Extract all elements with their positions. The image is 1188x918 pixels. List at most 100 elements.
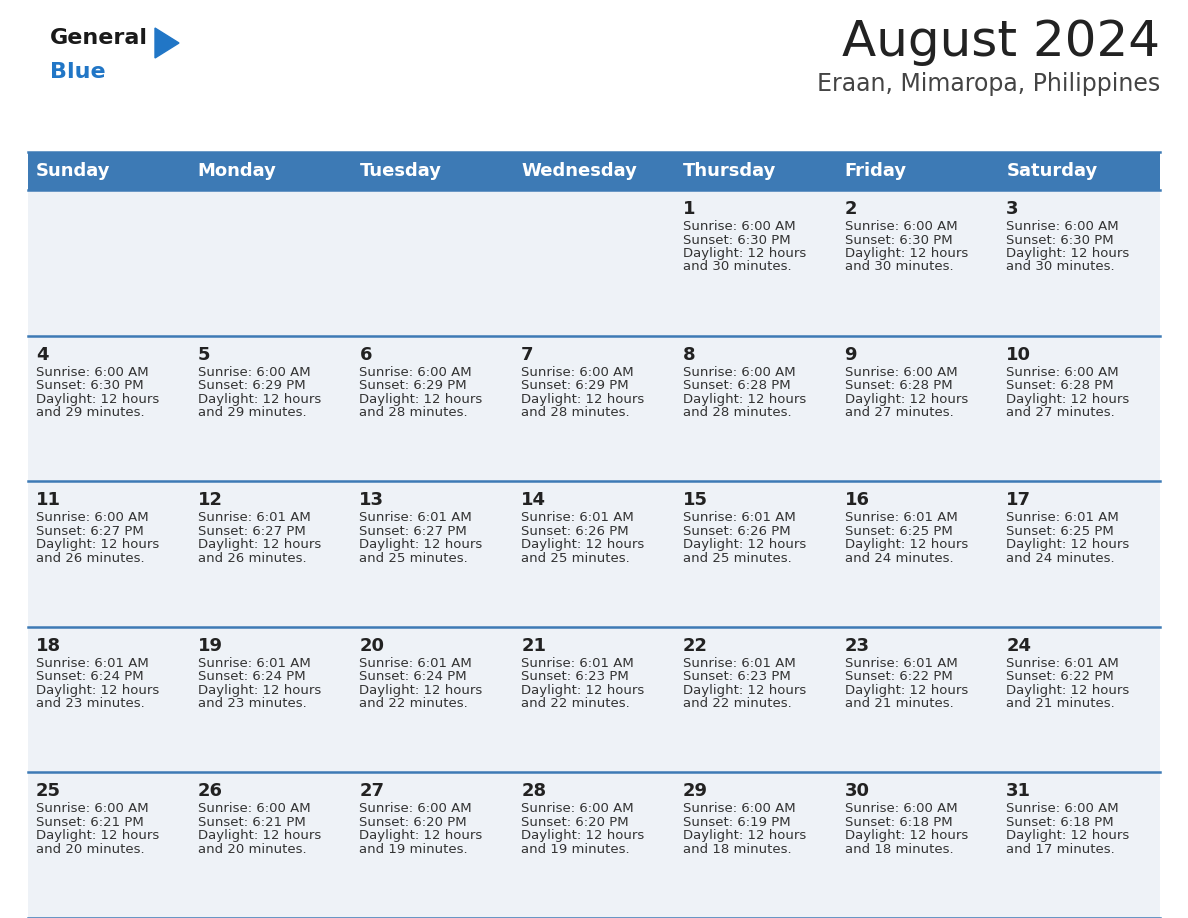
Text: and 24 minutes.: and 24 minutes.	[1006, 552, 1114, 565]
Text: Daylight: 12 hours: Daylight: 12 hours	[360, 393, 482, 406]
Text: Saturday: Saturday	[1006, 162, 1098, 180]
Text: Sunrise: 6:00 AM: Sunrise: 6:00 AM	[360, 365, 472, 378]
Text: Daylight: 12 hours: Daylight: 12 hours	[360, 829, 482, 843]
Text: Daylight: 12 hours: Daylight: 12 hours	[1006, 393, 1130, 406]
Text: Sunset: 6:24 PM: Sunset: 6:24 PM	[360, 670, 467, 683]
Bar	[675, 190, 836, 336]
Text: and 21 minutes.: and 21 minutes.	[1006, 698, 1116, 711]
Bar	[513, 152, 675, 190]
Text: Sunrise: 6:00 AM: Sunrise: 6:00 AM	[522, 802, 633, 815]
Text: 21: 21	[522, 637, 546, 655]
Bar	[998, 627, 1159, 772]
Text: Daylight: 12 hours: Daylight: 12 hours	[197, 538, 321, 551]
Text: 11: 11	[36, 491, 61, 509]
Bar	[675, 336, 836, 481]
Text: Sunrise: 6:00 AM: Sunrise: 6:00 AM	[1006, 802, 1119, 815]
Bar	[352, 481, 513, 627]
Text: Daylight: 12 hours: Daylight: 12 hours	[36, 538, 159, 551]
Text: Sunset: 6:21 PM: Sunset: 6:21 PM	[197, 816, 305, 829]
Bar	[190, 152, 352, 190]
Text: Sunset: 6:30 PM: Sunset: 6:30 PM	[683, 233, 790, 247]
Text: and 22 minutes.: and 22 minutes.	[360, 698, 468, 711]
Text: and 23 minutes.: and 23 minutes.	[197, 698, 307, 711]
Text: and 18 minutes.: and 18 minutes.	[845, 843, 953, 856]
Bar	[675, 152, 836, 190]
Text: Daylight: 12 hours: Daylight: 12 hours	[845, 684, 968, 697]
Text: Sunrise: 6:01 AM: Sunrise: 6:01 AM	[1006, 656, 1119, 670]
Text: 28: 28	[522, 782, 546, 800]
Text: Daylight: 12 hours: Daylight: 12 hours	[522, 829, 644, 843]
Text: Sunrise: 6:00 AM: Sunrise: 6:00 AM	[1006, 220, 1119, 233]
Text: Sunset: 6:29 PM: Sunset: 6:29 PM	[522, 379, 628, 392]
Text: 27: 27	[360, 782, 385, 800]
Text: Sunset: 6:20 PM: Sunset: 6:20 PM	[360, 816, 467, 829]
Text: Daylight: 12 hours: Daylight: 12 hours	[845, 538, 968, 551]
Text: Daylight: 12 hours: Daylight: 12 hours	[683, 247, 807, 260]
Text: Daylight: 12 hours: Daylight: 12 hours	[197, 684, 321, 697]
Text: 29: 29	[683, 782, 708, 800]
Bar	[190, 481, 352, 627]
Text: Sunrise: 6:00 AM: Sunrise: 6:00 AM	[683, 802, 796, 815]
Text: 17: 17	[1006, 491, 1031, 509]
Text: Daylight: 12 hours: Daylight: 12 hours	[683, 538, 807, 551]
Text: Sunrise: 6:00 AM: Sunrise: 6:00 AM	[522, 365, 633, 378]
Text: Sunrise: 6:00 AM: Sunrise: 6:00 AM	[197, 802, 310, 815]
Text: Sunrise: 6:01 AM: Sunrise: 6:01 AM	[197, 511, 310, 524]
Bar	[352, 190, 513, 336]
Text: 14: 14	[522, 491, 546, 509]
Bar	[29, 190, 190, 336]
Text: Sunset: 6:26 PM: Sunset: 6:26 PM	[522, 525, 628, 538]
Text: Sunrise: 6:00 AM: Sunrise: 6:00 AM	[845, 365, 958, 378]
Text: and 30 minutes.: and 30 minutes.	[845, 261, 953, 274]
Text: Sunrise: 6:01 AM: Sunrise: 6:01 AM	[1006, 511, 1119, 524]
Text: and 26 minutes.: and 26 minutes.	[197, 552, 307, 565]
Text: 23: 23	[845, 637, 870, 655]
Text: Sunset: 6:30 PM: Sunset: 6:30 PM	[36, 379, 144, 392]
Polygon shape	[154, 28, 179, 58]
Text: and 21 minutes.: and 21 minutes.	[845, 698, 953, 711]
Text: Daylight: 12 hours: Daylight: 12 hours	[1006, 829, 1130, 843]
Text: Sunset: 6:27 PM: Sunset: 6:27 PM	[197, 525, 305, 538]
Text: 9: 9	[845, 345, 857, 364]
Text: Sunrise: 6:01 AM: Sunrise: 6:01 AM	[360, 511, 472, 524]
Bar	[190, 336, 352, 481]
Bar	[352, 627, 513, 772]
Text: Daylight: 12 hours: Daylight: 12 hours	[1006, 684, 1130, 697]
Text: and 22 minutes.: and 22 minutes.	[522, 698, 630, 711]
Text: and 28 minutes.: and 28 minutes.	[683, 406, 791, 420]
Text: Sunset: 6:22 PM: Sunset: 6:22 PM	[1006, 670, 1114, 683]
Bar	[29, 152, 190, 190]
Bar	[513, 627, 675, 772]
Text: 3: 3	[1006, 200, 1019, 218]
Text: 15: 15	[683, 491, 708, 509]
Text: 8: 8	[683, 345, 695, 364]
Text: Daylight: 12 hours: Daylight: 12 hours	[1006, 247, 1130, 260]
Bar	[29, 481, 190, 627]
Text: and 25 minutes.: and 25 minutes.	[683, 552, 791, 565]
Text: 22: 22	[683, 637, 708, 655]
Text: Sunrise: 6:00 AM: Sunrise: 6:00 AM	[1006, 365, 1119, 378]
Text: Sunset: 6:20 PM: Sunset: 6:20 PM	[522, 816, 628, 829]
Text: Sunset: 6:29 PM: Sunset: 6:29 PM	[197, 379, 305, 392]
Text: and 17 minutes.: and 17 minutes.	[1006, 843, 1116, 856]
Text: Tuesday: Tuesday	[360, 162, 442, 180]
Bar	[513, 336, 675, 481]
Text: 18: 18	[36, 637, 61, 655]
Text: Sunset: 6:22 PM: Sunset: 6:22 PM	[845, 670, 953, 683]
Text: Sunrise: 6:00 AM: Sunrise: 6:00 AM	[845, 220, 958, 233]
Text: and 18 minutes.: and 18 minutes.	[683, 843, 791, 856]
Bar	[190, 627, 352, 772]
Text: Sunset: 6:30 PM: Sunset: 6:30 PM	[845, 233, 953, 247]
Text: Sunset: 6:26 PM: Sunset: 6:26 PM	[683, 525, 790, 538]
Text: and 22 minutes.: and 22 minutes.	[683, 698, 791, 711]
Text: 25: 25	[36, 782, 61, 800]
Text: and 24 minutes.: and 24 minutes.	[845, 552, 953, 565]
Text: Sunset: 6:27 PM: Sunset: 6:27 PM	[360, 525, 467, 538]
Bar	[513, 772, 675, 918]
Text: Daylight: 12 hours: Daylight: 12 hours	[683, 684, 807, 697]
Text: Friday: Friday	[845, 162, 906, 180]
Text: Daylight: 12 hours: Daylight: 12 hours	[683, 829, 807, 843]
Text: 10: 10	[1006, 345, 1031, 364]
Text: and 29 minutes.: and 29 minutes.	[36, 406, 145, 420]
Text: Sunrise: 6:00 AM: Sunrise: 6:00 AM	[36, 365, 148, 378]
